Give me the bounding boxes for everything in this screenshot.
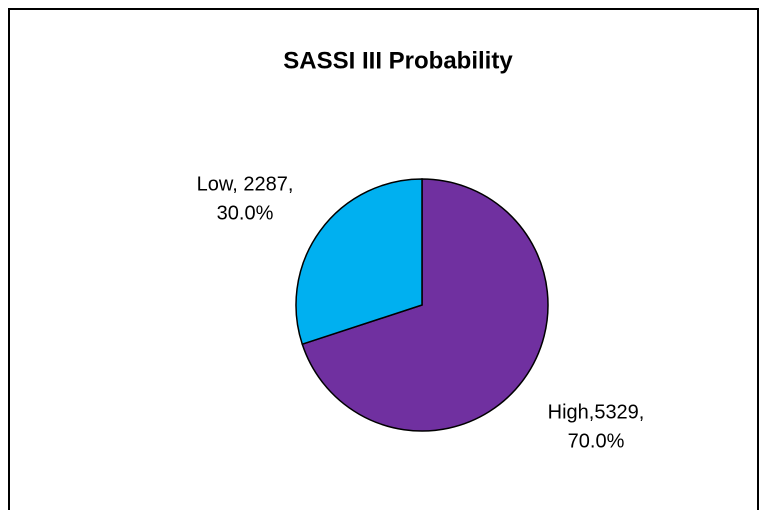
pie-slice — [301, 178, 549, 432]
pie-slice — [295, 178, 423, 346]
percent-label: 30.0% — [217, 202, 274, 224]
chart-title: SASSI III Probability — [283, 47, 513, 74]
percent-label: 70.0% — [568, 430, 625, 452]
data-label: Low, 2287, — [197, 173, 294, 195]
data-label: High,5329, — [548, 401, 645, 423]
